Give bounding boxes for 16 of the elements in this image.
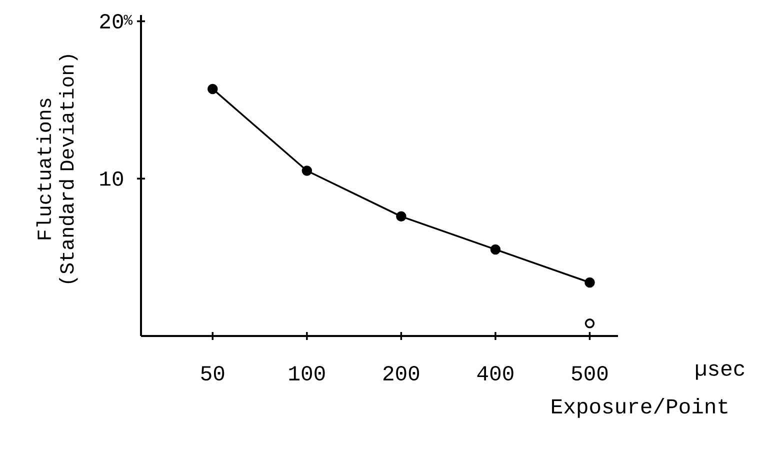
x-tick-label: 500 [572,366,608,381]
y-tick-label: 10 [100,171,123,186]
y-tick-label: 20 [100,14,123,29]
point [490,244,501,255]
x-tick-label: 200 [383,366,420,381]
x-tick-label: 50 [201,366,224,381]
point [584,277,595,288]
point [208,84,218,94]
point [396,211,406,222]
text: % [124,14,133,25]
text: µsec [696,364,744,380]
x-axis-title: Exposure/Point [552,398,728,418]
x-tick-label: 400 [477,366,514,381]
y-axis-title: Fluctuations (Standard Deviation) [36,55,78,284]
point [302,166,312,176]
x-tick-label: 100 [289,366,325,381]
